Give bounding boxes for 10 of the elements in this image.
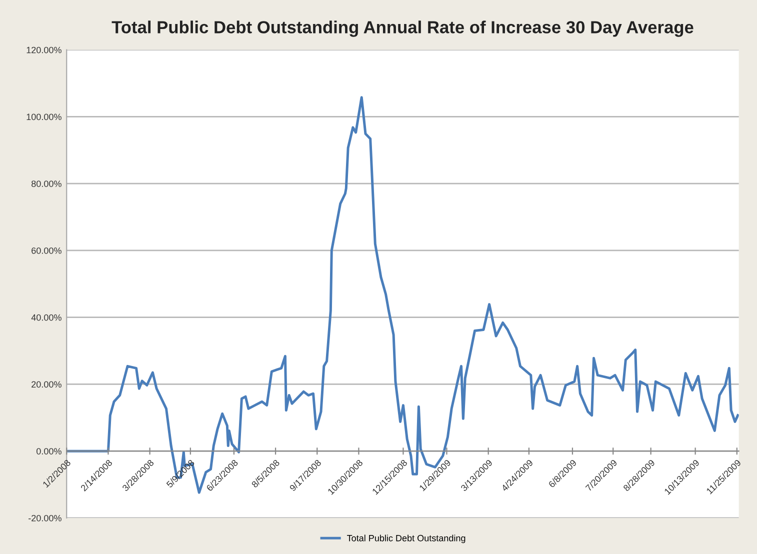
y-tick-label: 0.00%: [36, 448, 62, 454]
y-tick-label: -20.00%: [28, 514, 62, 522]
y-tick-label: 120.00%: [26, 46, 62, 54]
y-tick-label: 80.00%: [32, 180, 62, 187]
y-tick-label: 20.00%: [32, 381, 62, 388]
y-tick-label: 100.00%: [26, 114, 62, 120]
y-tick-label: 40.00%: [31, 314, 62, 321]
y-tick-label: 60.00%: [32, 247, 62, 254]
legend-label: Total Public Debt Outstanding: [347, 534, 466, 544]
chart-title: Total Public Debt Outstanding Annual Rate of Increase 30 Day Average: [112, 20, 694, 37]
